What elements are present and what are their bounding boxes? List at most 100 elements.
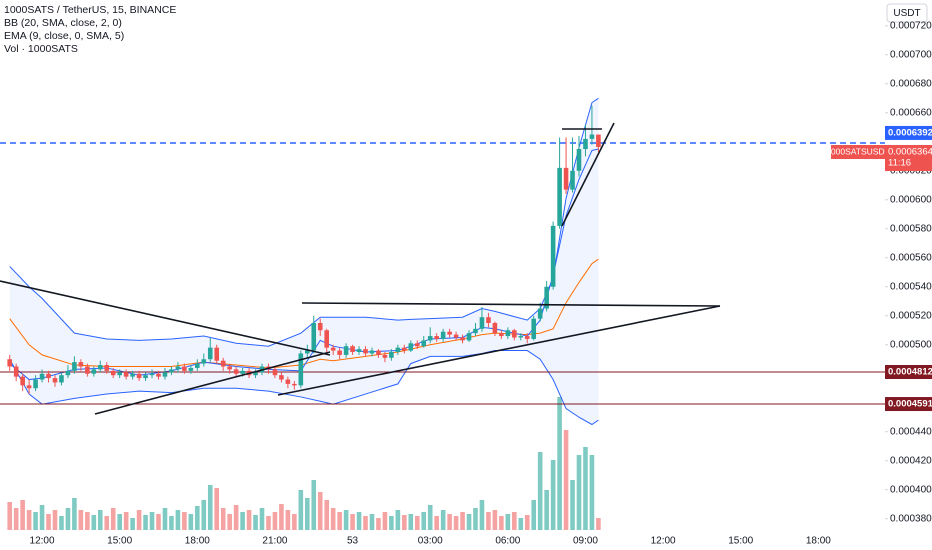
volume-bar <box>117 514 122 530</box>
candle-body <box>130 373 135 377</box>
trend-line <box>301 302 721 307</box>
candle-body <box>169 369 174 373</box>
candle-body <box>343 346 349 355</box>
volume-bar <box>123 512 129 530</box>
candle-body <box>557 167 562 226</box>
volume-bar <box>266 516 271 530</box>
volume-bar <box>505 514 511 530</box>
candle-body <box>537 308 543 319</box>
candle-body <box>518 336 524 338</box>
candle-body <box>512 330 517 338</box>
bollinger-band-fill <box>9 98 599 425</box>
volume-bar <box>447 514 452 530</box>
volume-bar <box>188 514 194 530</box>
volume-bar <box>324 500 329 530</box>
volume-bar <box>350 514 355 530</box>
candle-body <box>72 362 77 371</box>
trend-line <box>0 280 331 356</box>
candle-body <box>447 331 452 335</box>
candle-body <box>110 370 116 376</box>
volume-bar <box>214 488 220 530</box>
candle-body <box>46 373 51 379</box>
volume-bar <box>39 505 45 530</box>
volume-bar <box>395 510 401 530</box>
candle-body <box>583 138 588 150</box>
volume-bar <box>20 500 25 530</box>
volume-bar <box>311 480 317 530</box>
volume-bar <box>279 504 284 530</box>
volume-bar <box>544 490 549 530</box>
currency-button[interactable] <box>886 3 928 23</box>
last-price-label: 0.0006364 <box>888 147 932 158</box>
volume-bar <box>259 508 265 530</box>
volume-bar <box>550 460 556 530</box>
candle-body <box>531 318 537 339</box>
volume-bar <box>13 508 19 530</box>
volume-bar <box>110 508 116 530</box>
volume-bar <box>492 510 498 530</box>
volume-bar <box>253 515 258 530</box>
price-line-label: 0.0004812 <box>888 367 932 378</box>
candle-body <box>253 372 258 376</box>
candle-body <box>395 347 401 352</box>
x-tick-label: 09:00 <box>573 536 598 547</box>
candle-body <box>589 134 595 139</box>
candle-body <box>292 383 297 386</box>
volume-bar <box>52 510 58 530</box>
candle-body <box>227 366 232 370</box>
volume-bar <box>363 516 368 530</box>
price-line-label: 0.0004591 <box>888 399 932 410</box>
symbol-title: 1000SATS / TetherUS, 15, BINANCE <box>4 4 176 16</box>
volume-bar <box>453 516 459 530</box>
volume-bar <box>162 508 168 530</box>
candle-body <box>279 375 284 380</box>
symbol-label-box <box>831 145 885 160</box>
volume-bar <box>460 512 465 530</box>
candle-body <box>162 372 168 377</box>
volume-bar <box>369 514 375 530</box>
trend-line <box>277 305 721 396</box>
candle-body <box>460 337 465 341</box>
candle-body <box>363 349 368 354</box>
candle-body <box>298 353 304 386</box>
candle-body <box>421 340 427 347</box>
volume-bar <box>434 516 439 530</box>
volume-bar <box>46 514 51 530</box>
candle-body <box>59 375 64 383</box>
trend-line <box>561 122 615 227</box>
candle-body <box>369 350 375 354</box>
volume-bar <box>402 515 407 530</box>
volume-pane <box>7 397 601 530</box>
volume-bar <box>156 514 161 530</box>
legend-entry: EMA (9, close, 0, SMA, 5) <box>4 30 124 42</box>
candle-body <box>207 347 213 360</box>
candle-body <box>65 370 71 376</box>
candle-body <box>39 373 45 380</box>
price-line-label-box <box>885 365 932 380</box>
x-tick-label: 18:00 <box>185 536 210 547</box>
volume-bar <box>233 505 239 530</box>
candle-body <box>240 370 245 374</box>
candle-body <box>52 378 58 383</box>
currency-label: USDT <box>893 8 920 19</box>
candle-body <box>175 366 181 370</box>
candle-body <box>311 323 317 351</box>
candle-body <box>570 170 575 190</box>
candle-body <box>499 333 504 337</box>
volume-bar <box>272 512 278 530</box>
volume-bar <box>583 447 588 530</box>
legend-entry: BB (20, SMA, close, 2, 0) <box>4 17 122 29</box>
volume-bar <box>304 498 310 530</box>
candle-body <box>324 330 329 348</box>
volume-bar <box>479 500 485 530</box>
y-tick-label: 0.0003800 <box>890 513 932 524</box>
candle-body <box>143 375 148 379</box>
price-line-label-box <box>885 397 932 412</box>
